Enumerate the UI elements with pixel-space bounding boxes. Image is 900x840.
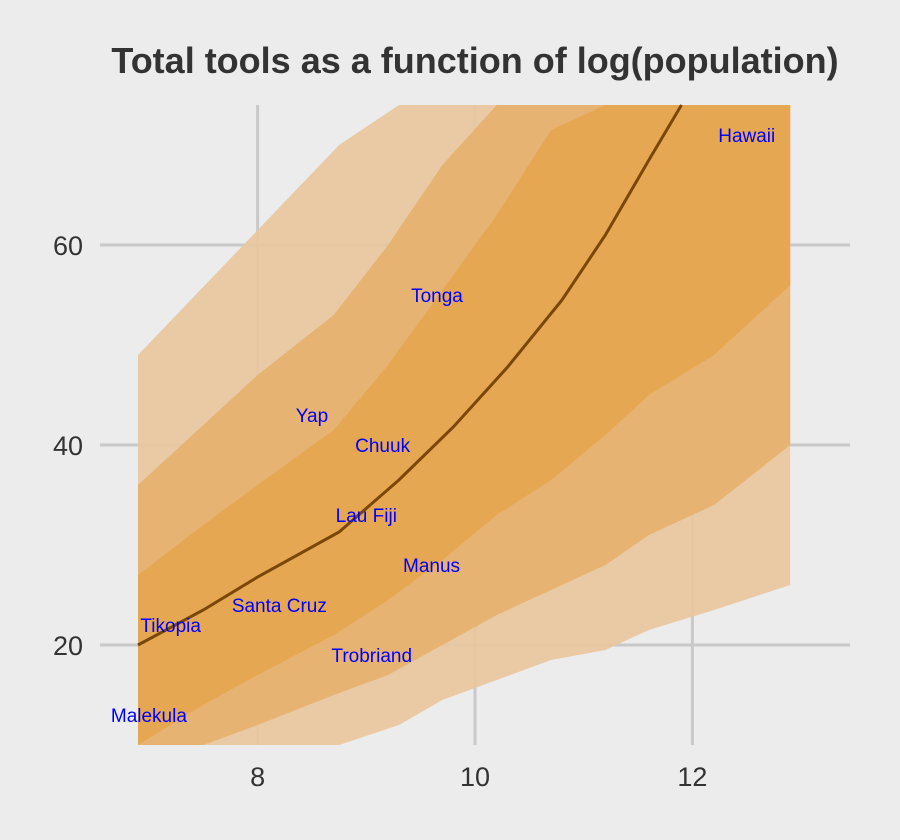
point-label: Hawaii (718, 126, 775, 147)
band-inner (138, 105, 791, 745)
x-tick-label: 10 (460, 762, 490, 792)
point-label: Santa Cruz (232, 596, 327, 617)
x-tick-label: 12 (677, 762, 707, 792)
x-tick-label: 8 (250, 762, 265, 792)
point-label: Tikopia (140, 616, 201, 637)
y-tick-label: 20 (53, 631, 83, 661)
y-tick-label: 40 (53, 431, 83, 461)
point-label: Manus (403, 556, 460, 577)
point-label: Trobriand (331, 646, 412, 667)
point-label: Lau Fiji (336, 506, 397, 527)
point-label: Chuuk (355, 436, 410, 457)
mean-line (137, 104, 683, 647)
point-label: Tonga (411, 286, 463, 307)
point-label: Yap (296, 406, 328, 427)
chart-title: Total tools as a function of log(populat… (111, 40, 839, 81)
y-tick-label: 60 (53, 231, 83, 261)
point-label: Malekula (111, 706, 187, 727)
